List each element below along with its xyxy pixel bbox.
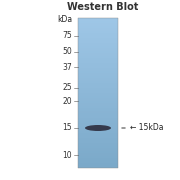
Bar — [78, 33, 118, 35]
Text: 25: 25 — [62, 84, 72, 93]
Bar — [78, 116, 118, 118]
Text: ← 15kDa: ← 15kDa — [130, 123, 163, 132]
Bar — [78, 161, 118, 163]
Text: 20: 20 — [62, 96, 72, 105]
Bar — [78, 145, 118, 148]
Bar — [78, 163, 118, 165]
Bar — [78, 43, 118, 46]
Bar — [78, 35, 118, 38]
Bar — [78, 105, 118, 108]
Bar — [78, 125, 118, 128]
Bar — [78, 120, 118, 123]
Bar — [78, 60, 118, 63]
Bar — [78, 30, 118, 33]
Bar — [78, 51, 118, 53]
Bar — [78, 150, 118, 153]
Bar — [78, 113, 118, 116]
Bar — [78, 153, 118, 156]
Bar — [78, 91, 118, 93]
Text: 50: 50 — [62, 48, 72, 57]
Bar — [78, 138, 118, 141]
Text: kDa: kDa — [57, 15, 72, 24]
Bar — [78, 103, 118, 105]
Text: 10: 10 — [62, 150, 72, 159]
Bar — [78, 18, 118, 21]
Bar — [78, 136, 118, 138]
Bar — [78, 141, 118, 143]
Bar — [78, 53, 118, 55]
Bar — [78, 123, 118, 125]
Bar — [78, 73, 118, 75]
Bar — [78, 55, 118, 58]
Bar — [78, 86, 118, 88]
Bar — [78, 158, 118, 161]
Bar — [78, 118, 118, 120]
Bar — [78, 130, 118, 133]
Text: 37: 37 — [62, 62, 72, 71]
Bar — [78, 68, 118, 71]
Bar — [78, 40, 118, 43]
Bar — [78, 21, 118, 23]
Bar — [78, 48, 118, 51]
Bar — [78, 98, 118, 100]
Bar — [78, 93, 118, 96]
Bar — [78, 156, 118, 158]
Bar — [78, 111, 118, 113]
Bar — [78, 23, 118, 26]
Bar — [78, 133, 118, 136]
Bar — [78, 108, 118, 111]
Bar — [78, 28, 118, 30]
Bar — [78, 26, 118, 28]
Bar — [78, 66, 118, 68]
Bar — [78, 63, 118, 66]
Bar — [78, 80, 118, 83]
Ellipse shape — [85, 125, 111, 131]
Bar — [78, 165, 118, 168]
Bar — [78, 83, 118, 86]
Bar — [78, 58, 118, 60]
Bar — [78, 18, 118, 168]
Bar — [78, 100, 118, 103]
Bar — [78, 88, 118, 91]
Bar — [78, 148, 118, 150]
Text: 75: 75 — [62, 31, 72, 40]
Bar — [78, 96, 118, 98]
Bar — [78, 46, 118, 48]
Bar — [78, 128, 118, 130]
Bar — [78, 78, 118, 80]
Text: 15: 15 — [62, 123, 72, 132]
Bar — [78, 38, 118, 40]
Bar — [78, 143, 118, 145]
Text: Western Blot: Western Blot — [67, 2, 139, 12]
Bar — [78, 71, 118, 73]
Bar — [78, 75, 118, 78]
